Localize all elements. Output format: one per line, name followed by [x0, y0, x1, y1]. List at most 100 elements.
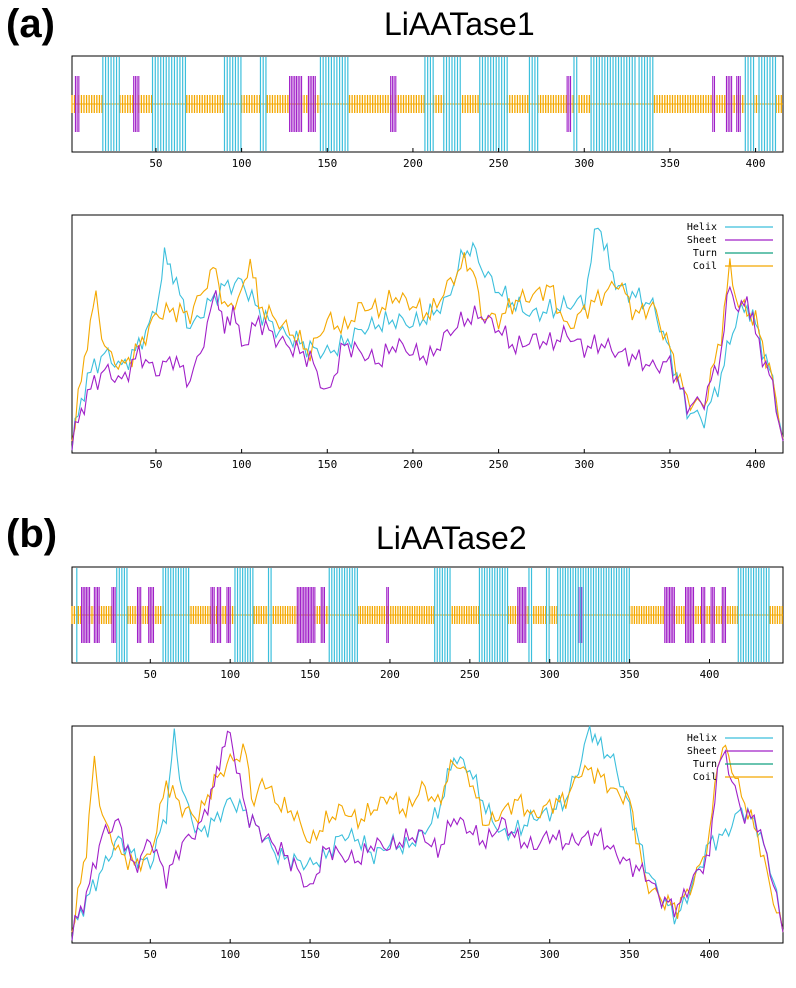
map-coil-segment-1-22: [628, 606, 664, 624]
legend-turn-label-0: Turn: [693, 248, 717, 259]
panel-label-a: (a): [6, 2, 55, 46]
map-helix-segment-1-11: [737, 568, 770, 662]
map-coil-segment-1-17: [451, 606, 480, 624]
map-xtick-label-0-100: 100: [232, 157, 252, 170]
map-coil-segment-0-0: [71, 95, 76, 113]
map-sheet-segment-1-10: [386, 587, 389, 643]
map-sheet-segment-1-17: [721, 587, 727, 643]
profile-xtick-label-0-350: 350: [660, 458, 680, 471]
map-sheet-segment-0-2: [289, 76, 303, 132]
legend-coil-label-1: Coil: [693, 772, 717, 783]
map-xtick-label-0-300: 300: [574, 157, 594, 170]
map-xtick-label-1-250: 250: [460, 668, 480, 681]
map-helix-segment-0-2: [223, 57, 242, 151]
profile-xtick-label-1-300: 300: [540, 948, 560, 961]
map-coil-segment-0-13: [506, 95, 529, 113]
map-xtick-label-0-400: 400: [746, 157, 766, 170]
map-helix-segment-1-7: [478, 568, 509, 662]
map-sheet-segment-1-0: [81, 587, 91, 643]
profile-xtick-label-1-50: 50: [144, 948, 157, 961]
map-sheet-segment-1-15: [700, 587, 706, 643]
legend-coil-label-0: Coil: [693, 261, 717, 272]
map-helix-segment-0-13: [758, 57, 777, 151]
map-helix-segment-0-5: [424, 57, 434, 151]
profile-xtick-label-0-400: 400: [746, 458, 766, 471]
profile-coil-line-1: [71, 743, 784, 933]
map-helix-segment-0-4: [319, 57, 349, 151]
map-coil-segment-1-15: [357, 606, 388, 624]
map-coil-segment-0-14: [537, 95, 567, 113]
map-xtick-label-1-150: 150: [300, 668, 320, 681]
map-xtick-label-1-350: 350: [620, 668, 640, 681]
map-sheet-segment-1-1: [93, 587, 100, 643]
map-sheet-segment-1-13: [664, 587, 675, 643]
map-sheet-segment-1-8: [296, 587, 316, 643]
legend-helix-label-0: Helix: [687, 222, 717, 233]
map-xtick-label-1-300: 300: [540, 668, 560, 681]
legend-turn-label-1: Turn: [693, 759, 717, 770]
profile-xtick-label-1-150: 150: [300, 948, 320, 961]
map-sheet-segment-1-14: [684, 587, 695, 643]
map-coil-segment-0-10: [395, 95, 425, 113]
map-coil-segment-0-5: [240, 95, 261, 113]
map-sheet-segment-0-0: [74, 76, 80, 132]
map-helix-segment-0-7: [479, 57, 508, 151]
map-sheet-segment-1-16: [710, 587, 715, 643]
map-xtick-label-0-350: 350: [660, 157, 680, 170]
map-helix-segment-1-3: [234, 568, 254, 662]
map-helix-segment-0-8: [528, 57, 539, 151]
map-coil-segment-0-3: [138, 95, 153, 113]
map-coil-segment-0-22: [775, 95, 782, 113]
legend-helix-label-1: Helix: [687, 733, 717, 744]
profile-xtick-label-1-100: 100: [220, 948, 240, 961]
profile-xtick-label-0-300: 300: [574, 458, 594, 471]
map-helix-segment-1-6: [434, 568, 451, 662]
map-sheet-segment-0-4: [390, 76, 397, 132]
map-sheet-segment-1-3: [136, 587, 142, 643]
profile-xtick-label-1-250: 250: [460, 948, 480, 961]
profile-xtick-label-0-200: 200: [403, 458, 423, 471]
map-sheet-segment-0-8: [736, 76, 741, 132]
profile-frame-1: [71, 725, 784, 944]
map-coil-segment-1-20: [533, 606, 547, 624]
map-helix-segment-0-1: [151, 57, 187, 151]
map-coil-segment-0-17: [653, 95, 712, 113]
legend-sheet-label-1: Sheet: [687, 746, 717, 757]
profile-xtick-label-1-200: 200: [380, 948, 400, 961]
map-helix-segment-0-3: [259, 57, 267, 151]
map-helix-segment-0-9: [573, 57, 578, 151]
profile-xtick-label-0-150: 150: [317, 458, 337, 471]
profile-sheet-line-0: [71, 285, 784, 451]
map-coil-segment-1-21: [549, 606, 558, 624]
map-helix-segment-0-0: [102, 57, 120, 151]
map-helix-segment-1-1: [116, 568, 128, 662]
map-helix-segment-1-5: [328, 568, 358, 662]
map-sheet-segment-0-1: [133, 76, 140, 132]
map-coil-segment-0-2: [119, 95, 134, 113]
map-helix-segment-0-11: [638, 57, 654, 151]
map-helix-segment-0-12: [744, 57, 755, 151]
map-xtick-label-0-50: 50: [149, 157, 162, 170]
profile-coil-line-0: [71, 252, 784, 442]
profile-xtick-label-0-250: 250: [489, 458, 509, 471]
map-sheet-segment-1-7: [226, 587, 231, 643]
map-coil-segment-0-6: [266, 95, 289, 113]
map-coil-segment-1-11: [253, 606, 270, 624]
panel-title-b: LiAATase2: [376, 520, 527, 556]
map-sheet-segment-0-7: [725, 76, 733, 132]
map-xtick-label-1-100: 100: [220, 668, 240, 681]
map-helix-segment-1-10: [557, 568, 630, 662]
map-coil-segment-0-4: [186, 95, 224, 113]
map-sheet-segment-0-5: [566, 76, 572, 132]
map-helix-segment-1-8: [528, 568, 533, 662]
panel-label-b: (b): [6, 512, 58, 556]
map-xtick-label-0-150: 150: [317, 157, 337, 170]
map-sheet-segment-0-3: [307, 76, 316, 132]
profile-sheet-line-1: [71, 730, 784, 941]
map-helix-segment-1-2: [162, 568, 190, 662]
map-helix-segment-0-10: [590, 57, 636, 151]
map-coil-segment-1-28: [769, 606, 783, 624]
map-coil-segment-0-12: [461, 95, 479, 113]
profile-xtick-label-0-50: 50: [149, 458, 162, 471]
map-sheet-segment-0-6: [712, 76, 716, 132]
